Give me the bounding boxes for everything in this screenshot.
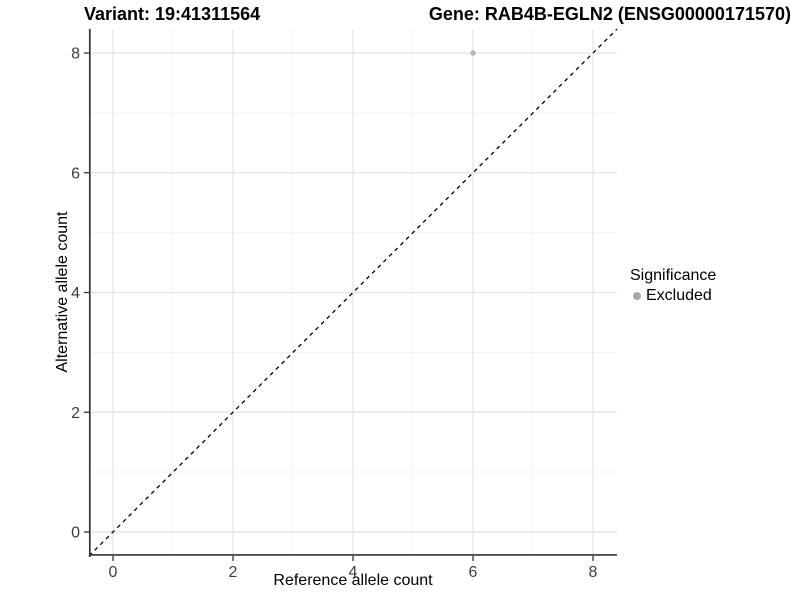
legend: Significance Excluded xyxy=(630,267,716,305)
y-tick-label: 4 xyxy=(71,285,80,302)
data-point xyxy=(470,50,476,56)
x-tick-label: 2 xyxy=(229,564,238,581)
x-tick-label: 6 xyxy=(469,564,478,581)
legend-title: Significance xyxy=(630,267,717,284)
x-tick-label: 8 xyxy=(589,564,598,581)
x-tick-label: 0 xyxy=(109,564,118,581)
plot-title-variant: Variant: 19:41311564 xyxy=(84,4,261,24)
y-tick-label: 0 xyxy=(71,525,80,542)
x-axis-title: Reference allele count xyxy=(273,572,433,589)
x-tick-label: 4 xyxy=(349,564,358,581)
y-tick-label: 8 xyxy=(71,46,80,63)
legend-item-label: Excluded xyxy=(646,287,712,304)
plot-title-gene: Gene: RAB4B-EGLN2 (ENSG00000171570) xyxy=(428,4,791,24)
legend-item-excluded: Excluded xyxy=(633,287,716,305)
y-tick-label: 6 xyxy=(71,165,80,182)
legend-point-icon xyxy=(633,292,641,300)
y-axis-title: Alternative allele count xyxy=(54,211,71,373)
y-tick-label: 2 xyxy=(71,405,80,422)
